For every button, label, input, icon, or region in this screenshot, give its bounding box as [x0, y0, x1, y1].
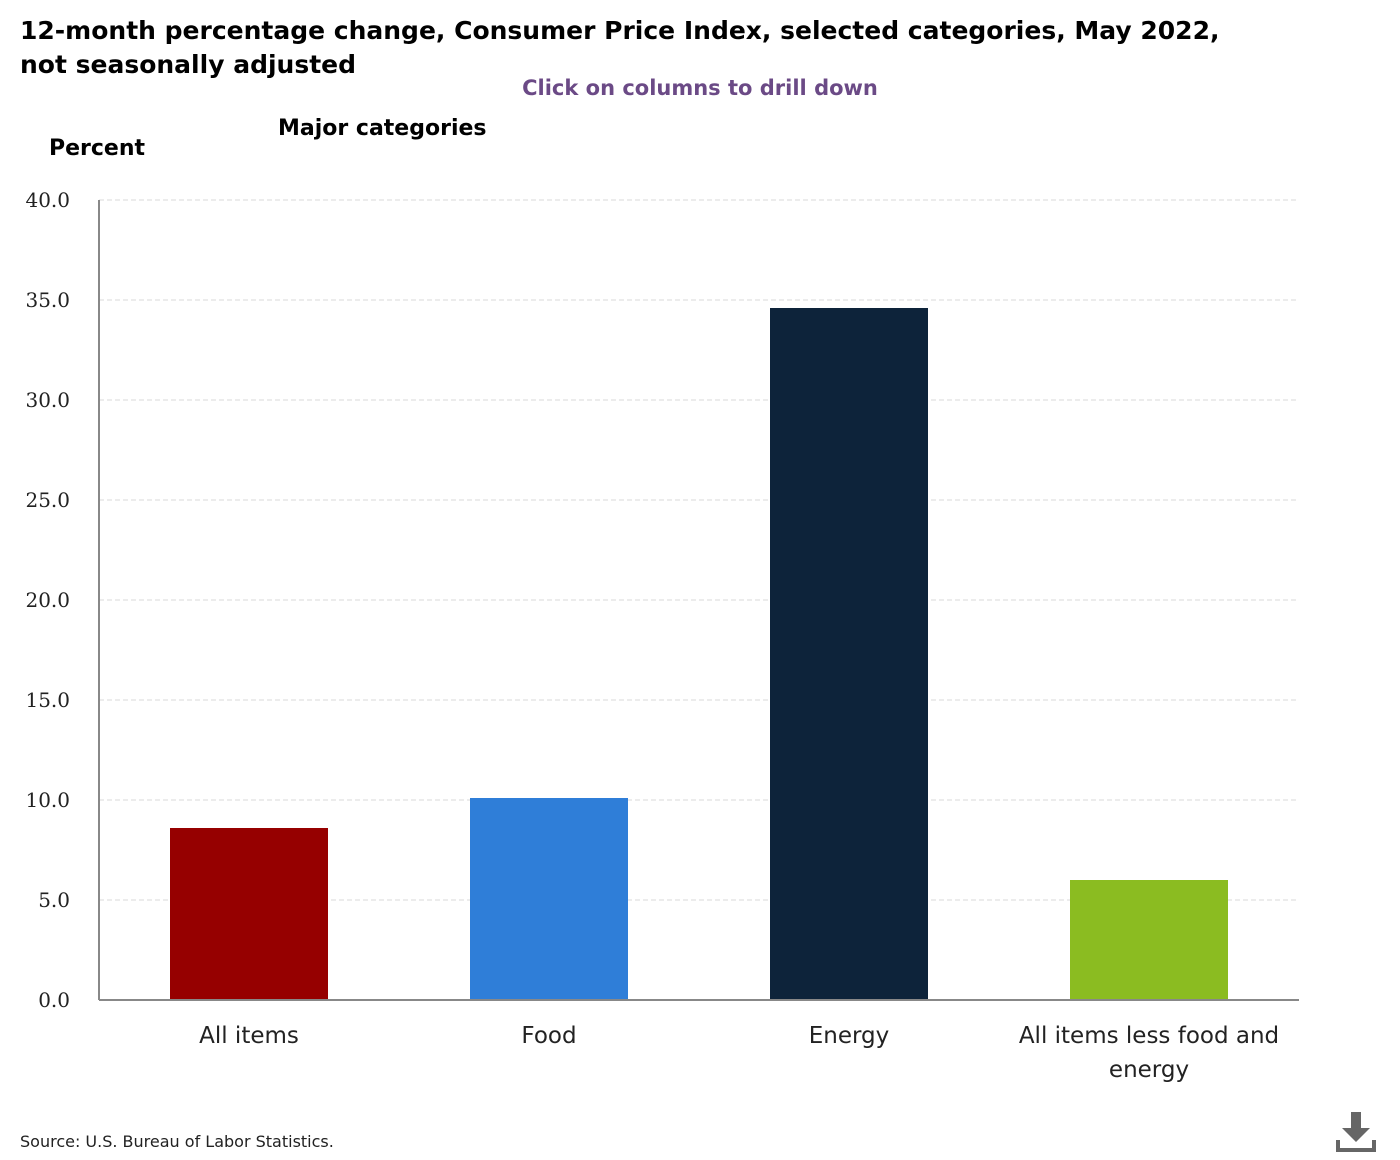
y-tick-label: 25.0	[25, 488, 70, 512]
x-tick-label: All items	[199, 1023, 299, 1049]
y-tick-label: 10.0	[25, 788, 70, 812]
bars[interactable]	[170, 308, 1228, 1000]
x-tick-labels: All items Food Energy All items less food a…	[199, 1023, 1279, 1083]
drill-level-label: Major categories	[278, 116, 487, 141]
download-icon[interactable]	[1334, 1110, 1378, 1154]
y-tick-label: 20.0	[25, 588, 70, 612]
drill-down-hint: Click on columns to drill down	[522, 76, 878, 100]
x-tick-label: Food	[521, 1023, 576, 1049]
gridlines	[99, 199, 1299, 901]
y-tick-label: 15.0	[25, 688, 70, 712]
bar-energy[interactable]	[770, 308, 928, 1000]
y-tick-label: 5.0	[38, 888, 70, 912]
x-tick-label: All items less food and energy	[1019, 1023, 1279, 1083]
source-note: Source: U.S. Bureau of Labor Statistics.	[20, 1132, 334, 1151]
y-tick-label: 40.0	[25, 188, 70, 212]
axes	[98, 200, 1299, 1001]
bar-food[interactable]	[470, 798, 628, 1000]
y-tick-label: 0.0	[38, 988, 70, 1012]
y-axis-label: Percent	[49, 136, 146, 161]
bar-all-items-less-food-and-energy[interactable]	[1070, 880, 1228, 1000]
bar-all-items[interactable]	[170, 828, 328, 1000]
x-tick-label: Energy	[809, 1023, 890, 1049]
y-tick-label: 30.0	[25, 388, 70, 412]
y-tick-labels: 0.0 5.0 10.0 15.0 20.0 25.0 30.0 35.0 40.0	[25, 188, 70, 1012]
chart-title: 12-month percentage change, Consumer Pri…	[20, 16, 1220, 79]
chart-plot: 0.0 5.0 10.0 15.0 20.0 25.0 30.0 35.0 40.0 All i…	[25, 188, 1299, 1083]
y-tick-label: 35.0	[25, 288, 70, 312]
